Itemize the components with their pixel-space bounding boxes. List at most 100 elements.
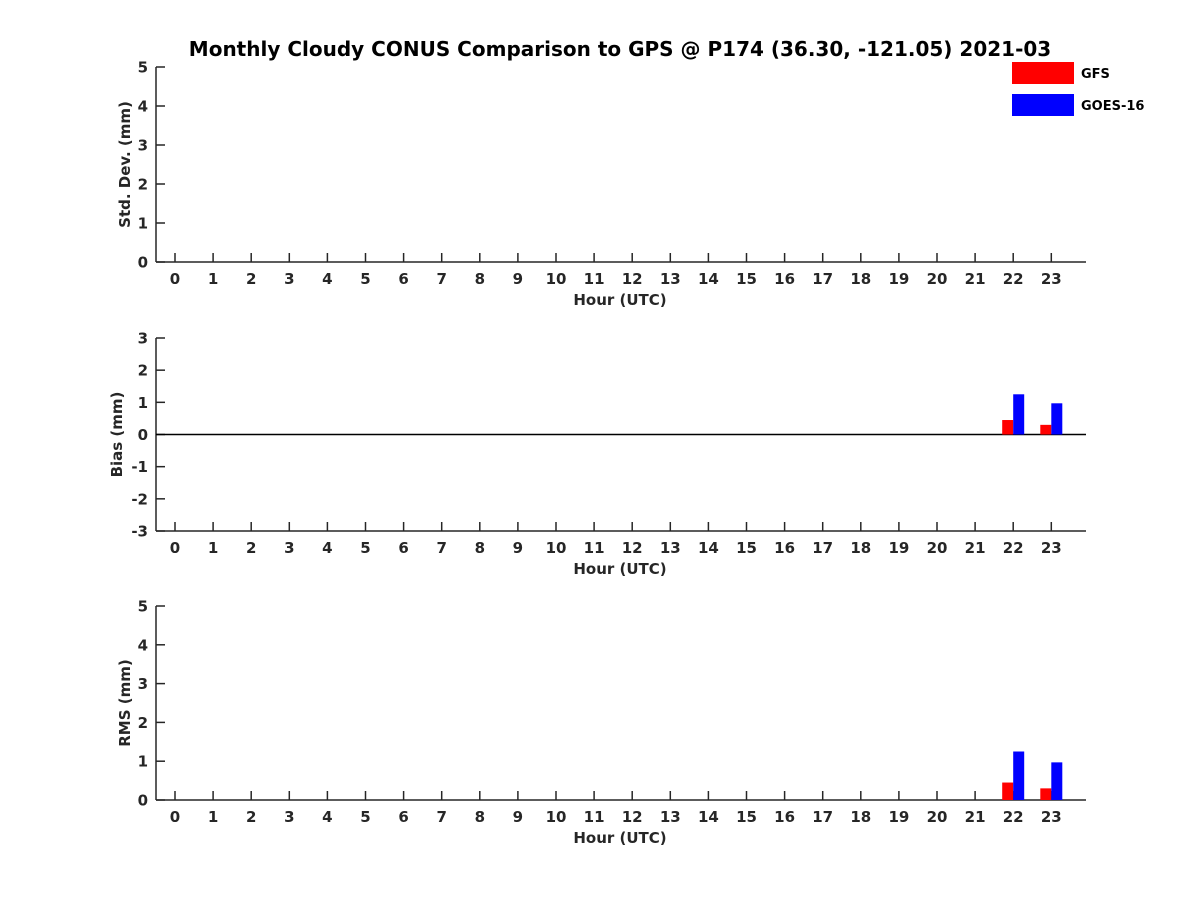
bias-xtick-label: 7	[436, 539, 446, 557]
stddev-xtick-label: 20	[927, 270, 948, 288]
bias-bar-goes-16-23	[1051, 403, 1063, 435]
bias-bar-gfs-23	[1040, 424, 1052, 435]
bias-xtick-label: 17	[812, 539, 833, 557]
bias-bar-goes-16-22	[1013, 394, 1025, 435]
bias-bar-gfs-22	[1002, 420, 1014, 435]
rms-xtick-label: 21	[965, 808, 986, 826]
rms-xtick-label: 13	[660, 808, 681, 826]
bias-xtick-label: 1	[208, 539, 218, 557]
bias-xtick-label: 21	[965, 539, 986, 557]
bias-xtick-label: 16	[774, 539, 795, 557]
rms-xtick-label: 3	[284, 808, 294, 826]
rms-xtick-label: 23	[1041, 808, 1062, 826]
bias-xtick-label: 2	[246, 539, 256, 557]
rms-xtick-label: 16	[774, 808, 795, 826]
bias-xtick-label: 23	[1041, 539, 1062, 557]
bias-ytick-label: -2	[131, 490, 148, 508]
bias-xtick-label: 4	[322, 539, 332, 557]
bias-ytick-label: 1	[138, 394, 148, 412]
rms-xtick-label: 10	[546, 808, 567, 826]
bias-xtick-label: 11	[584, 539, 605, 557]
stddev-ytick-label: 4	[138, 98, 148, 116]
bias-xtick-label: 12	[622, 539, 643, 557]
bias-xtick-label: 22	[1003, 539, 1024, 557]
bias-xtick-label: 5	[360, 539, 370, 557]
rms-xtick-label: 22	[1003, 808, 1024, 826]
rms-xtick-label: 9	[513, 808, 523, 826]
rms-ytick-label: 4	[138, 636, 148, 654]
bias-xtick-label: 13	[660, 539, 681, 557]
rms-ytick-label: 5	[138, 598, 148, 616]
rms-ytick-label: 1	[138, 753, 148, 771]
bias-ytick-label: 2	[138, 362, 148, 380]
rms-xtick-label: 5	[360, 808, 370, 826]
rms-xtick-label: 14	[698, 808, 719, 826]
rms-ytick-label: 3	[138, 675, 148, 693]
bias-xtick-label: 14	[698, 539, 719, 557]
rms-bar-goes-16-23	[1051, 762, 1063, 800]
figure-title: Monthly Cloudy CONUS Comparison to GPS @…	[189, 37, 1051, 61]
stddev-xtick-label: 16	[774, 270, 795, 288]
stddev-xtick-label: 21	[965, 270, 986, 288]
stddev-xtick-label: 15	[736, 270, 757, 288]
rms-xtick-label: 17	[812, 808, 833, 826]
stddev-x-axis-label: Hour (UTC)	[573, 291, 666, 309]
bias-xtick-label: 6	[398, 539, 408, 557]
rms-xtick-label: 20	[927, 808, 948, 826]
rms-bar-goes-16-22	[1013, 751, 1025, 800]
stddev-ytick-label: 0	[138, 254, 148, 272]
rms-xtick-label: 2	[246, 808, 256, 826]
bias-y-axis-label: Bias (mm)	[108, 392, 126, 478]
stddev-xtick-label: 22	[1003, 270, 1024, 288]
stddev-xtick-label: 2	[246, 270, 256, 288]
stddev-xtick-label: 7	[436, 270, 446, 288]
stddev-xtick-label: 11	[584, 270, 605, 288]
legend-swatch-gfs	[1012, 62, 1074, 84]
rms-ytick-label: 2	[138, 714, 148, 732]
stddev-ytick-label: 3	[138, 137, 148, 155]
rms-bar-gfs-22	[1002, 782, 1014, 800]
rms-xtick-label: 0	[170, 808, 180, 826]
rms-xtick-label: 8	[475, 808, 485, 826]
bias-ytick-label: -3	[131, 523, 148, 541]
stddev-xtick-label: 8	[475, 270, 485, 288]
stddev-ytick-label: 1	[138, 215, 148, 233]
stddev-xtick-label: 1	[208, 270, 218, 288]
bias-xtick-label: 18	[850, 539, 871, 557]
stddev-xtick-label: 10	[546, 270, 567, 288]
legend-label-goes-16: GOES-16	[1081, 99, 1144, 114]
bias-xtick-label: 9	[513, 539, 523, 557]
rms-xtick-label: 15	[736, 808, 757, 826]
stddev-xtick-label: 0	[170, 270, 180, 288]
stddev-ytick-label: 2	[138, 176, 148, 194]
legend: GFS GOES-16	[1012, 62, 1144, 116]
stddev-ytick-label: 5	[138, 59, 148, 77]
rms-xtick-label: 1	[208, 808, 218, 826]
bias-xtick-label: 8	[475, 539, 485, 557]
rms-bar-gfs-23	[1040, 788, 1052, 800]
stddev-xtick-label: 3	[284, 270, 294, 288]
bias-xtick-label: 0	[170, 539, 180, 557]
rms-xtick-label: 11	[584, 808, 605, 826]
stddev-xtick-label: 18	[850, 270, 871, 288]
bias-ytick-label: 3	[138, 330, 148, 348]
rms-y-axis-label: RMS (mm)	[116, 659, 134, 746]
legend-swatch-goes-16	[1012, 94, 1074, 116]
legend-label-gfs: GFS	[1081, 67, 1110, 82]
stddev-xtick-label: 17	[812, 270, 833, 288]
stddev-xtick-label: 23	[1041, 270, 1062, 288]
stddev-xtick-label: 12	[622, 270, 643, 288]
bias-xtick-label: 20	[927, 539, 948, 557]
bias-ytick-label: 0	[138, 426, 148, 444]
bias-xtick-label: 15	[736, 539, 757, 557]
rms-xtick-label: 18	[850, 808, 871, 826]
stddev-y-axis-label: Std. Dev. (mm)	[116, 101, 134, 228]
stddev-xtick-label: 9	[513, 270, 523, 288]
stddev-xtick-label: 14	[698, 270, 719, 288]
stddev-xtick-label: 6	[398, 270, 408, 288]
rms-xtick-label: 4	[322, 808, 332, 826]
